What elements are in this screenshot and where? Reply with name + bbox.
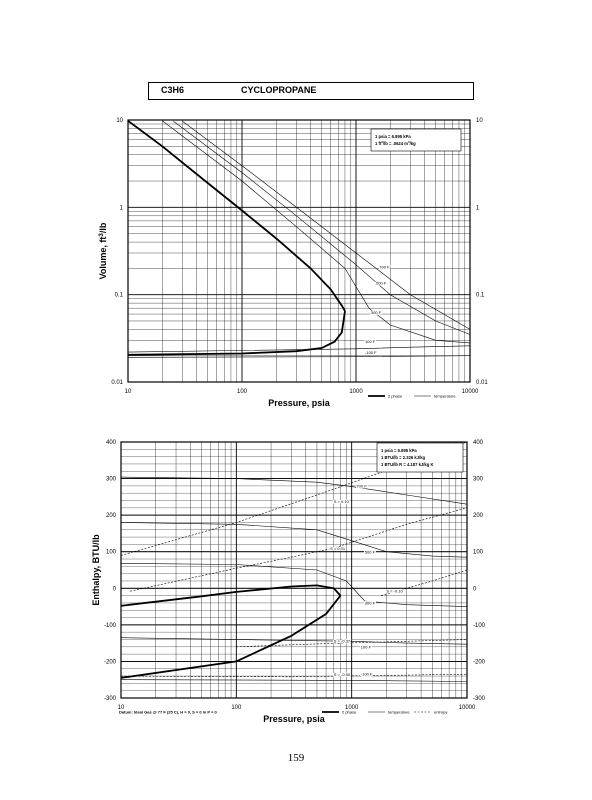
isentrope-label: S = -0.37: [334, 638, 351, 643]
x-tick-label: 10: [125, 389, 132, 395]
isotherm-line: [127, 345, 471, 353]
conversion-text: 1 psia = 6.895 kPa: [375, 134, 411, 139]
y-axis-label: Volume, ft3/lb: [98, 222, 109, 279]
isotherm-line: [120, 563, 468, 607]
volume-pressure-chart: 10 100 1000 10000 10 10 1 1 0.1 0.1 0.01 0.01 Pressu…: [98, 118, 489, 408]
conversion-text: 1 BTU/lb R = 4.187 kJ/kg K: [381, 462, 433, 467]
isotherm-label: 300 F: [365, 601, 376, 606]
series-lines: [120, 441, 468, 682]
isotherm-line: [120, 637, 468, 645]
datum-footnote: Datum: Ideal Gas @ 77 F (25 C), H = 0, S…: [119, 710, 218, 715]
two-phase-vapor-line: [120, 584, 342, 607]
y-tick-label-right: -100: [473, 623, 486, 629]
isentrope-label: S = 0.01: [330, 546, 346, 551]
isotherm-label: 500 F: [365, 550, 376, 555]
x-tick-label: 1000: [345, 705, 359, 711]
isentrope-label: S = -0.50: [334, 672, 351, 677]
y-tick-label-right: -300: [473, 696, 486, 702]
isotherm-line: [120, 679, 468, 682]
isentrope-line: [130, 507, 468, 592]
y-tick-label: 200: [106, 513, 117, 519]
y-tick-label-right: 10: [476, 118, 483, 124]
y-tick-label-right: 400: [473, 440, 484, 446]
legend: 2 phase temperature entropy: [322, 710, 447, 715]
y-tick-label: 0.01: [111, 380, 123, 386]
conversion-box: [376, 442, 464, 473]
y-tick-label-right: 0: [473, 586, 477, 592]
y-tick-label: 0.1: [115, 293, 124, 299]
y-tick-label-right: 100: [473, 550, 484, 556]
y-tick-label: 400: [106, 440, 117, 446]
y-tick-label: 10: [116, 118, 123, 124]
y-tick-label: 100: [106, 550, 117, 556]
isotherm-label: -100 F: [361, 671, 373, 676]
isotherm-label: 700 F: [356, 484, 367, 489]
legend-label: entropy: [434, 710, 447, 715]
isotherm-label: 100 F: [365, 339, 376, 344]
y-tick-label-right: 0.1: [476, 293, 485, 299]
header-compound-name: CYCLOPROPANE: [241, 85, 317, 95]
x-axis-label: Pressure, psia: [263, 714, 326, 724]
page-number: 159: [287, 752, 305, 764]
legend-label: temperature: [388, 710, 410, 715]
two-phase-liquid-line: [127, 310, 346, 356]
y-tick-label-right: 1: [476, 205, 480, 211]
conversion-text: 1 BTU/lb = 2.326 kJ/kg: [381, 455, 426, 460]
x-tick-label: 1000: [349, 389, 363, 395]
y-axis-label: Enthalpy, BTU/lb: [91, 534, 101, 606]
legend: 2 phase temperature: [368, 394, 456, 399]
y-tick-label: -100: [104, 623, 117, 629]
isotherm-line: [120, 522, 468, 558]
y-tick-label: 300: [106, 477, 117, 483]
isotherm-line: [182, 120, 471, 330]
header-formula: C3H6: [161, 85, 185, 95]
isotherm-label: 300 F: [371, 310, 382, 315]
plot-frame: [127, 119, 471, 383]
isotherm-label: -100 F: [365, 350, 377, 355]
y-tick-label-right: 0.01: [476, 380, 488, 386]
isentrope-line: [236, 639, 468, 648]
conversion-text: 1 psia = 6.895 kPa: [381, 448, 417, 453]
isentrope-line: [120, 673, 468, 678]
isotherm-label: 100 F: [361, 645, 372, 650]
y-tick-label: -200: [104, 659, 117, 665]
conversion-text: 1 ft3/lb = .0624 m3/kg: [375, 140, 416, 146]
isotherm-line: [173, 120, 471, 335]
isotherm-line: [120, 476, 468, 505]
isotherm-label: 700 F: [379, 264, 390, 269]
x-tick-label: 10: [118, 705, 125, 711]
gridlines: [120, 441, 468, 699]
y-tick-label-right: -200: [473, 659, 486, 665]
x-axis-label: Pressure, psia: [268, 398, 331, 408]
y-tick-label: 1: [120, 205, 124, 211]
isentrope-label: S = 0.10: [334, 499, 350, 504]
isotherm-line: [127, 355, 471, 358]
chart-1: 10 100 1000 10000 10 10 1 1 0.1 0.1 0.01 0.01 Pressu…: [98, 118, 489, 408]
series-lines: [127, 120, 471, 358]
isotherm-line: [162, 120, 471, 344]
two-phase-liquid-line: [120, 595, 342, 679]
y-tick-label: -300: [104, 696, 117, 702]
conversion-box: [370, 128, 462, 152]
x-tick-label: 100: [237, 389, 248, 395]
y-tick-label: 0: [113, 586, 117, 592]
y-tick-label-right: 200: [473, 513, 484, 519]
legend-label: temperature: [434, 394, 456, 399]
x-tick-label: 100: [231, 705, 242, 711]
y-tick-label-right: 300: [473, 477, 484, 483]
two-phase-vapor-line: [127, 120, 346, 312]
isotherm-label: 500 F: [376, 281, 387, 286]
isentrope-label: S = -0.10: [386, 589, 403, 594]
legend-label: 2 phase: [342, 710, 357, 715]
x-tick-label: 10000: [462, 389, 479, 395]
isentrope-line: [381, 569, 468, 596]
legend-label: 2 phase: [388, 394, 403, 399]
plot-frame: [120, 441, 468, 699]
header-box: C3H6 CYCLOPROPANE: [148, 82, 474, 100]
x-tick-label: 10000: [459, 705, 476, 711]
